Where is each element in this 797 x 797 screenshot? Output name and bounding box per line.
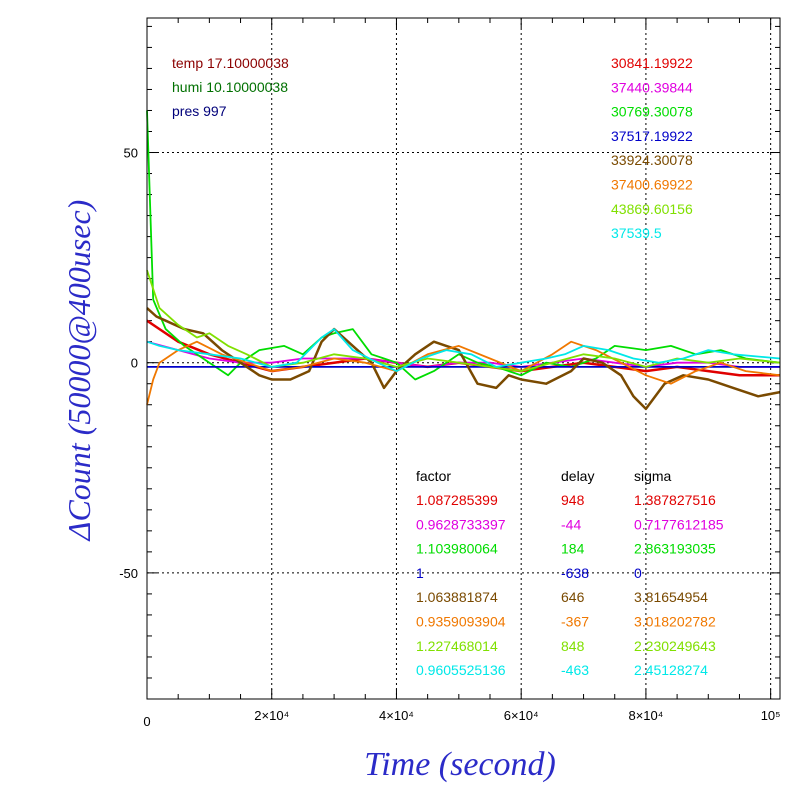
- x-tick-label-0: 0: [143, 714, 150, 729]
- table-cell-sigma: 2.863193035: [634, 541, 716, 557]
- table-cell-delay: 948: [561, 492, 585, 508]
- table-row: 0.9359093904 -367 3.018202782: [416, 614, 716, 630]
- table-cell-delay: 646: [561, 589, 585, 605]
- table-cell-factor: 1.063881874: [416, 589, 498, 605]
- table-cell-delay: -638: [561, 565, 589, 581]
- env-label-2: pres 997: [172, 103, 227, 119]
- table-cell-sigma: 2.230249643: [634, 638, 716, 654]
- table-header-sigma: sigma: [634, 468, 672, 484]
- series-line-2: [146, 110, 781, 381]
- table-row: 1.063881874 646 3.81654954: [416, 589, 708, 605]
- table-cell-sigma: 1.387827516: [634, 492, 716, 508]
- table-cell-factor: 1: [416, 565, 424, 581]
- y-tick-label-2: 50: [124, 146, 138, 161]
- series-mean-label-7: 37539.5: [611, 225, 662, 241]
- series-lines: [146, 110, 781, 411]
- x-tick-label-1: 2×10⁴: [254, 708, 289, 723]
- series-mean-label-6: 43869.60156: [611, 201, 693, 217]
- table-row: 0.9605525136 -463 2.45128274: [416, 662, 708, 678]
- x-tick-label-5: 10⁵: [761, 708, 781, 723]
- x-tick-label-3: 6×10⁴: [504, 708, 539, 723]
- table-cell-sigma: 2.45128274: [634, 662, 708, 678]
- x-axis-title: Time (second): [364, 746, 556, 783]
- table-cell-delay: 848: [561, 638, 585, 654]
- table-cell-factor: 0.9359093904: [416, 614, 506, 630]
- table-row: 1.087285399 948 1.387827516: [416, 492, 716, 508]
- table-cell-delay: -463: [561, 662, 589, 678]
- table-header-delay: delay: [561, 468, 594, 484]
- mean-legend: 30841.19922 37440.39844 30769.30078 37517.1…: [611, 55, 693, 241]
- table-cell-factor: 1.103980064: [416, 541, 498, 557]
- y-axis-title: ΔCount (50000@400usec): [61, 200, 97, 543]
- table-cell-delay: -367: [561, 614, 589, 630]
- table-cell-sigma: 0.7177612185: [634, 516, 724, 532]
- table-row: 1.103980064 184 2.863193035: [416, 541, 716, 557]
- plot-frame: [146, 17, 781, 700]
- x-tick-label-4: 8×10⁴: [628, 708, 663, 723]
- y-tick-label-0: -50: [119, 566, 138, 581]
- table-cell-factor: 0.9628733397: [416, 516, 506, 532]
- series-mean-label-5: 37400.69922: [611, 177, 693, 193]
- table-cell-factor: 1.087285399: [416, 492, 498, 508]
- table-cell-delay: -44: [561, 516, 581, 532]
- series-mean-label-4: 33924.30078: [611, 152, 693, 168]
- env-legend: temp 17.10000038 humi 10.10000038 pres 997: [172, 55, 289, 119]
- table-cell-factor: 1.227468014: [416, 638, 498, 654]
- series-mean-label-0: 30841.19922: [611, 55, 693, 71]
- x-tick-label-2: 4×10⁴: [379, 708, 414, 723]
- table-cell-sigma: 3.81654954: [634, 589, 708, 605]
- x-tick-labels: 0 2×10⁴ 4×10⁴ 6×10⁴ 8×10⁴ 10⁵: [143, 708, 780, 729]
- table-cell-factor: 0.9605525136: [416, 662, 506, 678]
- series-mean-label-3: 37517.19922: [611, 128, 693, 144]
- table-row: 1 -638 0: [416, 565, 642, 581]
- table-cell-sigma: 3.018202782: [634, 614, 716, 630]
- table-row: 1.227468014 848 2.230249643: [416, 638, 716, 654]
- y-tick-label-1: 0: [131, 356, 138, 371]
- env-label-1: humi 10.10000038: [172, 79, 288, 95]
- table-row: 0.9628733397 -44 0.7177612185: [416, 516, 724, 532]
- table-cell-sigma: 0: [634, 565, 642, 581]
- series-line-5: [146, 340, 781, 405]
- env-label-0: temp 17.10000038: [172, 55, 289, 71]
- minor-ticks: [147, 18, 780, 699]
- series-line-7: [146, 328, 781, 373]
- series-line-4: [146, 307, 781, 411]
- table-cell-delay: 184: [561, 541, 585, 557]
- series-mean-label-2: 30769.30078: [611, 104, 693, 120]
- series-mean-label-1: 37440.39844: [611, 79, 693, 95]
- param-table: factor delay sigma 1.087285399 948 1.38782751…: [416, 468, 724, 678]
- table-header-factor: factor: [416, 468, 451, 484]
- y-tick-labels: -50 0 50: [119, 146, 138, 581]
